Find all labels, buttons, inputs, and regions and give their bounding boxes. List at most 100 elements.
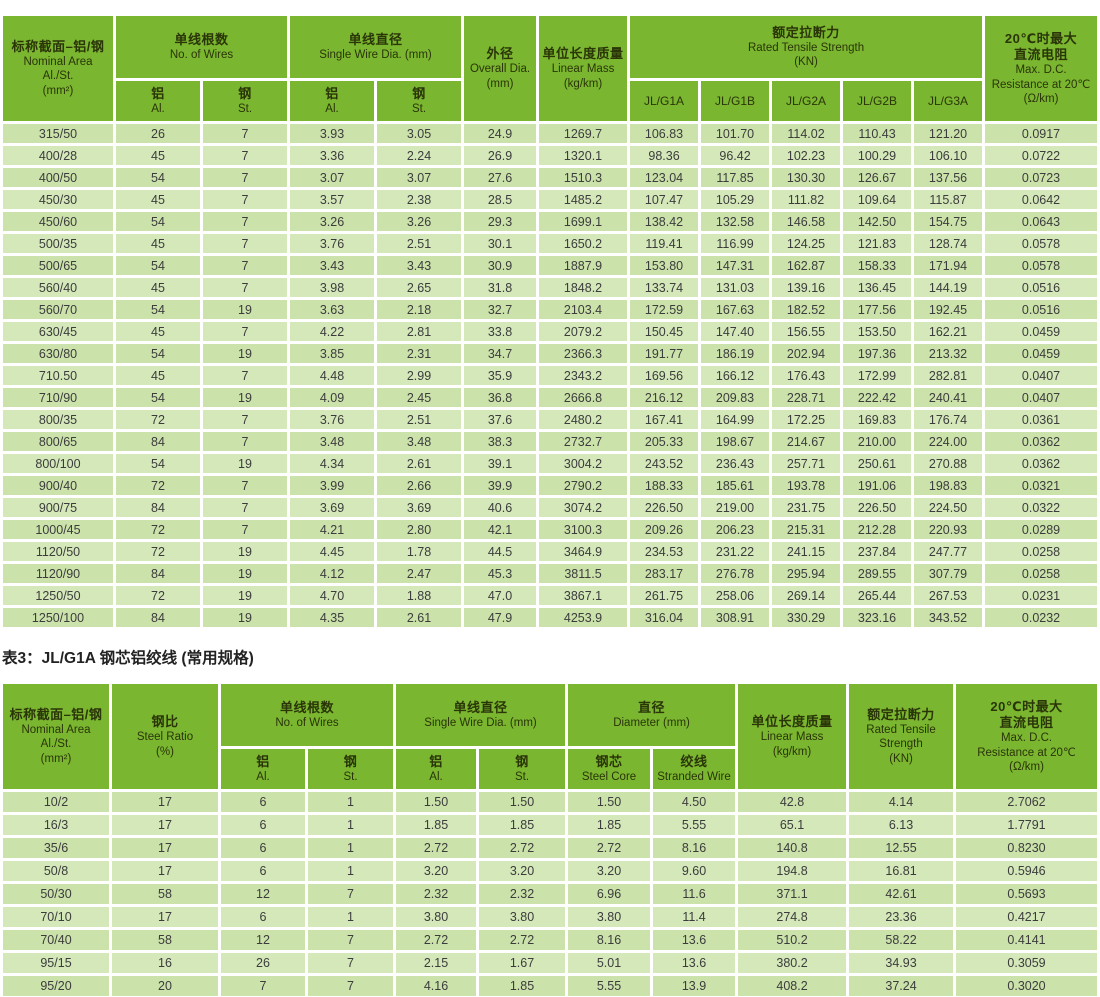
table-cell: 0.0231 [985, 586, 1098, 605]
table-cell: 4.09 [290, 388, 375, 407]
table-cell: 1.85 [568, 815, 651, 835]
table-cell: 0.3059 [956, 953, 1098, 973]
table-cell: 2.66 [377, 476, 462, 495]
table-cell: 3.07 [290, 168, 375, 187]
table-cell: 1120/90 [3, 564, 113, 583]
table-cell: 0.0578 [985, 234, 1098, 253]
table-cell: 1.88 [377, 586, 462, 605]
table-cell: 1887.9 [539, 256, 628, 275]
table-cell: 39.9 [464, 476, 537, 495]
table-cell: 3.26 [290, 212, 375, 231]
table-cell: 220.93 [914, 520, 983, 539]
table-cell: 171.94 [914, 256, 983, 275]
table-cell: 191.77 [630, 344, 699, 363]
table-cell: 236.43 [701, 454, 770, 473]
header-zh: 钢 [515, 753, 529, 769]
header-en: (Ω/km) [1023, 92, 1059, 105]
table-row: 400/28 45 7 3.36 2.24 26.9 1320.1 98.36 96.42 102… [3, 146, 1098, 165]
table-cell: 126.67 [843, 168, 912, 187]
table-cell: 1000/45 [3, 520, 113, 539]
table-cell: 0.0516 [985, 278, 1098, 297]
table-cell: 132.58 [701, 212, 770, 231]
table-cell: 70/10 [3, 907, 109, 927]
table-cell: 117.85 [701, 168, 770, 187]
table-cell: 206.23 [701, 520, 770, 539]
table-cell: 164.99 [701, 410, 770, 429]
table-cell: 167.41 [630, 410, 699, 429]
table-cell: 33.8 [464, 322, 537, 341]
table-cell: 240.41 [914, 388, 983, 407]
table-cell: 107.47 [630, 190, 699, 209]
table-row: 1120/50 72 19 4.45 1.78 44.5 3464.9 234.53 231.2… [3, 542, 1098, 561]
table-cell: 111.82 [772, 190, 841, 209]
table-cell: 153.50 [843, 322, 912, 341]
table-cell: 166.12 [701, 366, 770, 385]
table-cell: 16/3 [3, 815, 109, 835]
table-cell: 234.53 [630, 542, 699, 561]
t2-subheader-steel-core: 钢芯 Steel Core [568, 749, 651, 789]
table-cell: 308.91 [701, 608, 770, 627]
table-cell: 42.61 [849, 884, 954, 904]
t1-body: 315/50 26 7 3.93 3.05 24.9 1269.7 106.83 101.70 1… [3, 124, 1098, 627]
table-cell: 1 [308, 838, 394, 858]
header-en: No. of Wires [275, 716, 339, 729]
table-cell: 12.55 [849, 838, 954, 858]
table-cell: 226.50 [630, 498, 699, 517]
table-cell: 13.9 [653, 976, 736, 996]
table-cell: 0.0362 [985, 454, 1098, 473]
header-en: Al./St. [42, 70, 74, 83]
table-cell: 7 [203, 476, 288, 495]
table-cell: 95/20 [3, 976, 109, 996]
table-cell: 212.28 [843, 520, 912, 539]
table-row: 1250/100 84 19 4.35 2.61 47.9 4253.9 316.04 308.… [3, 608, 1098, 627]
table-cell: 13.6 [653, 930, 736, 950]
table-row: 16/3 17 6 1 1.85 1.85 1.85 5.55 65.1 6.13 1.7791 [3, 815, 1098, 835]
t1-subheader-jl-g3a: JL/G3A [914, 81, 983, 121]
table-cell: 19 [203, 608, 288, 627]
table-cell: 500/65 [3, 256, 113, 275]
table-row: 710.50 45 7 4.48 2.99 35.9 2343.2 169.56 166.12 1… [3, 366, 1098, 385]
table-cell: 29.3 [464, 212, 537, 231]
table-cell: 7 [203, 212, 288, 231]
table-row: 900/75 84 7 3.69 3.69 40.6 3074.2 226.50 219.00 2… [3, 498, 1098, 517]
table-cell: 1269.7 [539, 124, 628, 143]
table-cell: 289.55 [843, 564, 912, 583]
table-cell: 131.03 [701, 278, 770, 297]
table-cell: 0.0407 [985, 366, 1098, 385]
header-en: Resistance at 20℃ [991, 78, 1091, 91]
table-cell: 215.31 [772, 520, 841, 539]
table-cell: 37.6 [464, 410, 537, 429]
table-cell: 72 [116, 542, 200, 561]
header-en: Linear Mass [760, 731, 824, 744]
table2-caption: 表3：JL/G1A 钢芯铝绞线 (常用规格) [2, 650, 254, 667]
header-label: JL/G2A [786, 93, 827, 108]
table-cell: 800/100 [3, 454, 113, 473]
table-cell: 3.43 [290, 256, 375, 275]
conductor-spec-table-1: 标称截面–铝/钢 Nominal Area Al./St. (mm²) 单线根数… [0, 13, 1100, 630]
table-cell: 2.7062 [956, 792, 1098, 812]
table-cell: 2103.4 [539, 300, 628, 319]
table-cell: 2.38 [377, 190, 462, 209]
header-zh: 钢 [343, 753, 358, 769]
table-cell: 371.1 [738, 884, 847, 904]
table-cell: 560/40 [3, 278, 113, 297]
header-zh: 20℃时最大 [1004, 30, 1078, 46]
table-cell: 4.45 [290, 542, 375, 561]
header-en: (KN) [794, 56, 818, 69]
header-label: JL/G3A [928, 93, 969, 108]
t1-header-resistance: 20℃时最大 直流电阻 Max. D.C. Resistance at 20℃ … [985, 16, 1098, 121]
table-cell: 1510.3 [539, 168, 628, 187]
table-cell: 6 [221, 792, 305, 812]
table-cell: 7 [308, 884, 394, 904]
table-cell: 3004.2 [539, 454, 628, 473]
table-cell: 0.0516 [985, 300, 1098, 319]
table-row: 800/65 84 7 3.48 3.48 38.3 2732.7 205.33 198.67 2… [3, 432, 1098, 451]
table-row: 315/50 26 7 3.93 3.05 24.9 1269.7 106.83 101.70 1… [3, 124, 1098, 143]
table-cell: 2.81 [377, 322, 462, 341]
table-cell: 177.56 [843, 300, 912, 319]
header-zh: 单位长度质量 [751, 714, 833, 729]
table-cell: 17 [112, 861, 218, 881]
header-zh: 直流电阻 [1014, 46, 1069, 62]
table-cell: 1485.2 [539, 190, 628, 209]
table-cell: 162.87 [772, 256, 841, 275]
